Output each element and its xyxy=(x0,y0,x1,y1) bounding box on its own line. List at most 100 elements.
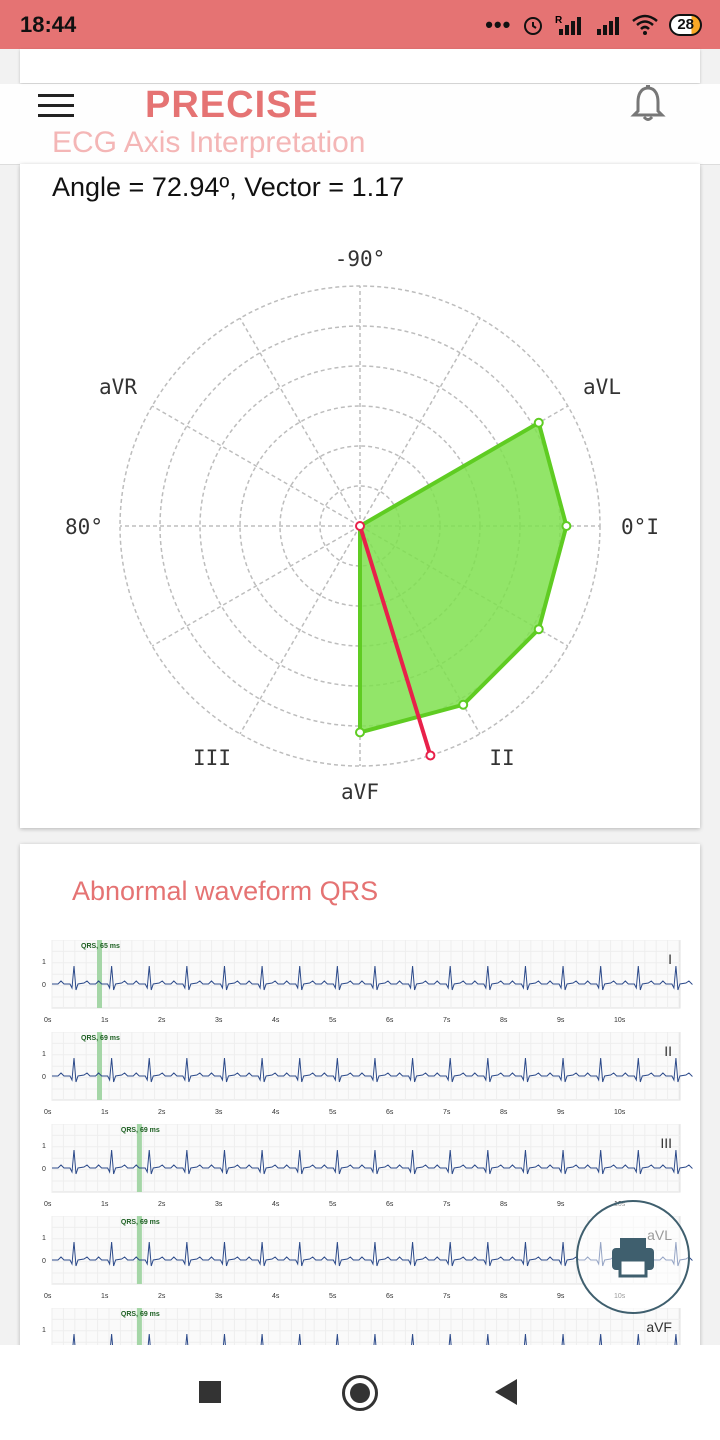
time-tick-label: 5s xyxy=(329,1293,337,1300)
lead-label: III xyxy=(660,1135,672,1151)
time-tick-label: 7s xyxy=(443,1201,451,1208)
time-tick-label: 1s xyxy=(101,1201,109,1208)
time-tick-label: 9s xyxy=(557,1109,565,1116)
time-tick-label: 4s xyxy=(272,1109,280,1116)
waveform-card: Abnormal waveform QRS QRS, 65 ms 1 0 I 0s 1s 2… xyxy=(20,844,700,1364)
qrs-label: QRS, 69 ms xyxy=(121,1127,160,1134)
time-tick-label: 5s xyxy=(329,1201,337,1208)
grid-spoke xyxy=(151,405,361,527)
print-icon xyxy=(612,1238,654,1278)
grid-spoke xyxy=(359,317,481,527)
time-tick-label: 2s xyxy=(158,1293,166,1300)
previous-card xyxy=(20,49,700,83)
back-button[interactable] xyxy=(495,1379,517,1405)
time-tick-label: 7s xyxy=(443,1109,451,1116)
qrs-highlight xyxy=(136,1216,142,1284)
grid-spoke xyxy=(239,317,361,527)
time-tick-label: 1s xyxy=(101,1109,109,1116)
time-tick-label: 5s xyxy=(329,1109,337,1116)
axis-label: III xyxy=(193,746,231,770)
axis-chart-card: Angle = 72.94º, Vector = 1.17 0°I aVL -90°… xyxy=(20,164,700,828)
ecg-trace xyxy=(52,1149,694,1175)
ecg-strip-II: QRS, 69 ms 1 0 II 0s 1s 2s 3s 4s 5s 6s 7s 8s 9s 10s xyxy=(42,1032,694,1116)
axis-label: -90° xyxy=(335,247,386,271)
polygon-vertex xyxy=(458,699,469,710)
qrs-label: QRS, 69 ms xyxy=(81,1035,120,1042)
time-tick-label: 3s xyxy=(215,1201,223,1208)
vector-tip xyxy=(425,750,436,761)
ecg-strip-aVL: QRS, 69 ms10aVL0s1s2s3s4s5s6s7s8s9s10s xyxy=(42,1216,694,1300)
home-button[interactable] xyxy=(342,1375,378,1411)
axis-polygon xyxy=(358,419,569,736)
app-brand: PRECISE xyxy=(145,84,319,126)
time-tick-label: 1s xyxy=(101,1293,109,1300)
qrs-highlight xyxy=(136,1124,142,1192)
qrs-highlight xyxy=(136,1308,142,1364)
recents-button[interactable] xyxy=(199,1381,221,1403)
time-tick-label: 8s xyxy=(500,1293,508,1300)
grid-spoke xyxy=(151,525,361,647)
time-tick-label: 8s xyxy=(500,1201,508,1208)
time-tick-label: 3s xyxy=(215,1017,223,1024)
ecg-trace xyxy=(52,965,694,991)
time-tick-label: 6s xyxy=(386,1017,394,1024)
time-tick-label: 7s xyxy=(443,1293,451,1300)
time-tick-label: 5s xyxy=(329,1017,337,1024)
y-tick-label: 1 xyxy=(42,1143,46,1150)
time-tick-label: 0s xyxy=(44,1293,52,1300)
time-tick-label: 0s xyxy=(44,1109,52,1116)
time-tick-label: 8s xyxy=(500,1109,508,1116)
y-tick-label: 0 xyxy=(42,982,46,989)
time-tick-label: 9s xyxy=(557,1293,565,1300)
lead-label: aVF xyxy=(646,1319,672,1335)
lead-label: II xyxy=(664,1043,672,1059)
time-tick-label: 2s xyxy=(158,1201,166,1208)
axis-label: 80° xyxy=(65,515,103,539)
notification-bell-icon[interactable] xyxy=(630,84,666,124)
time-tick-label: 2s xyxy=(158,1109,166,1116)
time-tick-label: 4s xyxy=(272,1201,280,1208)
time-tick-label: 1s xyxy=(101,1017,109,1024)
ecg-strip-III: QRS, 69 ms10III0s1s2s3s4s5s6s7s8s9s10s xyxy=(42,1124,694,1208)
more-dots-icon: ••• xyxy=(485,12,512,37)
polygon-vertex xyxy=(533,417,544,428)
qrs-label: QRS, 65 ms xyxy=(81,943,120,950)
axis-label: aVL xyxy=(583,375,621,399)
y-tick-label: 0 xyxy=(42,1258,46,1265)
y-tick-label: 1 xyxy=(42,1235,46,1242)
y-tick-label: 0 xyxy=(42,1074,46,1081)
time-tick-label: 4s xyxy=(272,1293,280,1300)
signal-r-icon: R xyxy=(555,15,582,35)
menu-button[interactable] xyxy=(38,94,74,120)
app-header: PRECISE ECG Axis Interpretation xyxy=(0,84,720,165)
y-tick-label: 1 xyxy=(42,1327,46,1334)
lead-label: I xyxy=(668,951,672,967)
time-tick-label: 2s xyxy=(158,1017,166,1024)
ecg-strip-I: QRS, 65 ms 1 0 I 0s 1s 2s 3s 4s 5s 6s 7s 8s 9s 10s xyxy=(42,940,694,1024)
time-tick-label: 8s xyxy=(500,1017,508,1024)
wifi-icon xyxy=(632,14,659,35)
qrs-highlight xyxy=(97,940,102,1008)
status-bar: 18:44 ••• R 28 xyxy=(0,0,720,49)
axis-polar-chart: 0°I aVL -90° aVR 80° III aVF II xyxy=(65,247,659,804)
y-tick-label: 0 xyxy=(42,1166,46,1173)
time-tick-label: 10s xyxy=(614,1017,626,1024)
system-nav-bar xyxy=(0,1345,720,1440)
time-tick-label: 3s xyxy=(215,1293,223,1300)
time-tick-label: 3s xyxy=(215,1109,223,1116)
time-tick-label: 4s xyxy=(272,1017,280,1024)
time-tick-label: 6s xyxy=(386,1293,394,1300)
ecg-trace xyxy=(52,1057,694,1083)
svg-text:R: R xyxy=(555,15,563,26)
polygon-vertex xyxy=(355,727,365,738)
axis-label: aVF xyxy=(341,780,379,804)
time-tick-label: 0s xyxy=(44,1201,52,1208)
status-icons: ••• R 28 xyxy=(485,10,702,40)
time-tick-label: 0s xyxy=(44,1017,52,1024)
time-tick-label: 9s xyxy=(557,1201,565,1208)
y-tick-label: 1 xyxy=(42,959,46,966)
time-tick-label: 7s xyxy=(443,1017,451,1024)
axis-label: II xyxy=(489,746,514,770)
print-button[interactable] xyxy=(576,1200,690,1314)
polygon-vertex xyxy=(533,624,544,635)
